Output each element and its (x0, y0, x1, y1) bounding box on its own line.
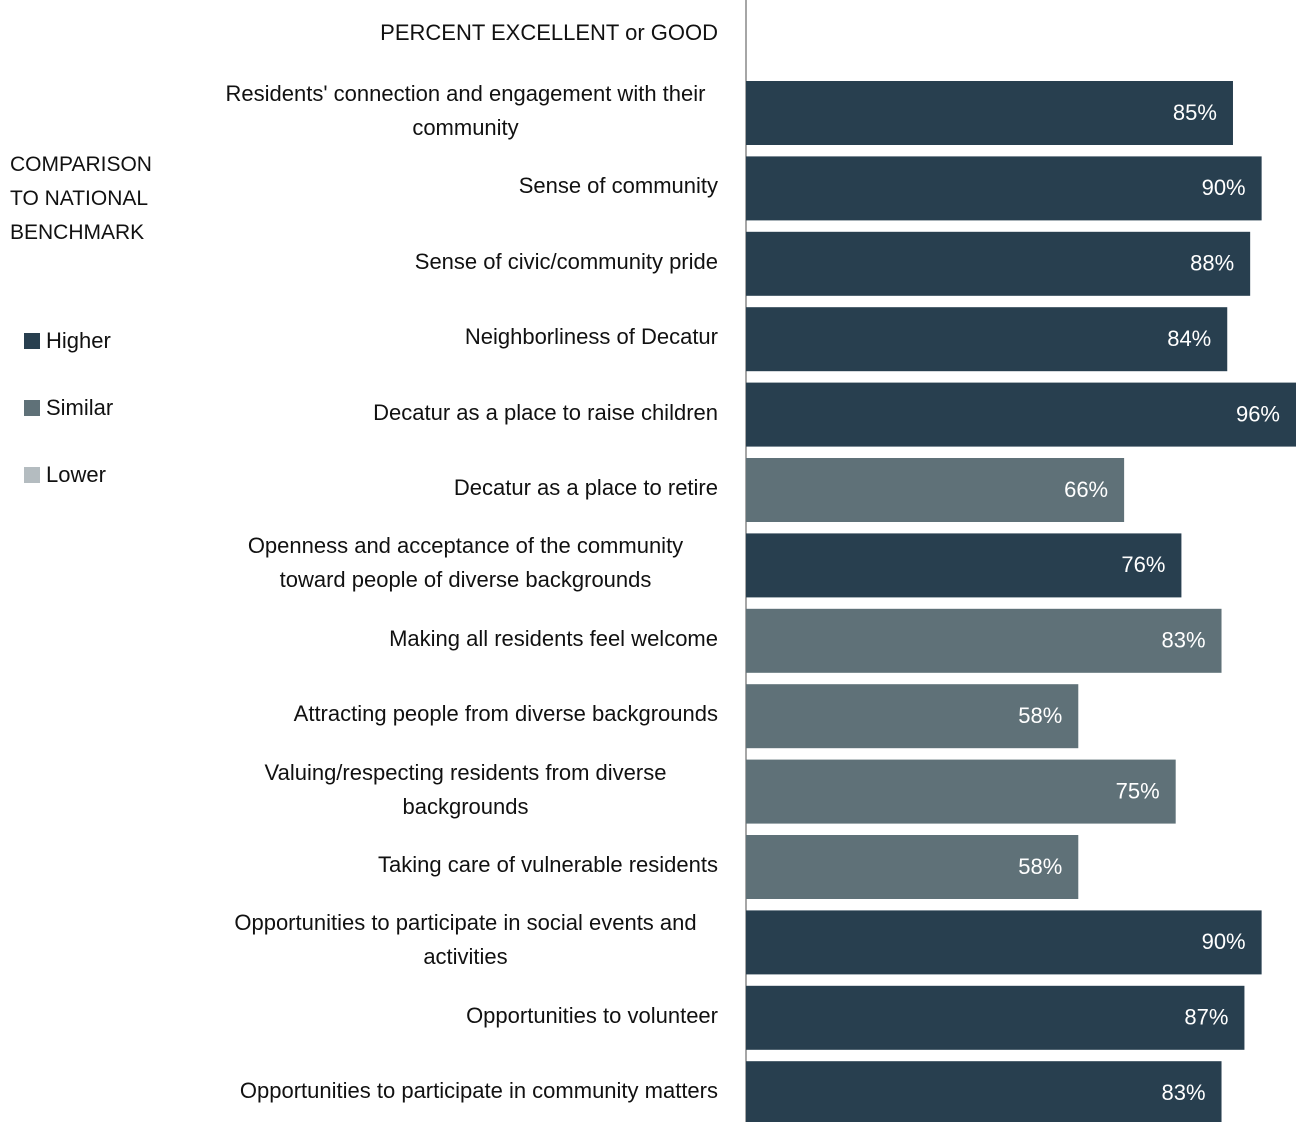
header: PERCENT EXCELLENT or GOOD (380, 20, 718, 45)
category-label: Sense of community (518, 173, 718, 199)
category-label: Residents' connection and engagement wit… (225, 81, 706, 140)
value-label: 90% (1202, 929, 1246, 954)
value-label: 76% (1121, 552, 1165, 577)
category-label: Opportunities to participate in communit… (239, 1078, 718, 1104)
category-label: Attracting people from diverse backgroun… (293, 701, 718, 727)
category-label: Sense of civic/community pride (414, 248, 718, 274)
category-label: Taking care of vulnerable residents (378, 852, 718, 877)
value-label: 75% (1116, 778, 1160, 803)
legend-swatch (24, 333, 40, 349)
bar (746, 81, 1233, 145)
category-label-box: Decatur as a place to retire (454, 453, 718, 523)
bar (746, 985, 1245, 1050)
value-label: 83% (1161, 628, 1205, 653)
category-label-box: Sense of civic/community pride (415, 227, 718, 297)
value-label: 88% (1190, 251, 1234, 276)
bar (746, 1061, 1222, 1122)
legend-swatch (24, 467, 40, 483)
legend-label: Lower (46, 462, 106, 487)
legend-swatch (24, 400, 40, 416)
category-label-box: Valuing/respecting residents from divers… (213, 755, 718, 825)
category-label: Valuing/respecting residents from divers… (264, 759, 667, 819)
category-label: Decatur as a place to raise children (373, 399, 718, 425)
value-label: 58% (1018, 703, 1062, 728)
category-label-box: Making all residents feel welcome (389, 604, 718, 674)
bar (746, 231, 1251, 296)
category-label-box: Opportunities to participate in communit… (240, 1056, 718, 1126)
category-label: Neighborliness of Decatur (464, 324, 718, 350)
bar (746, 759, 1176, 824)
category-label: Opportunities to participate in social e… (234, 910, 697, 970)
category-label-box: Openness and acceptance of the community… (213, 528, 718, 598)
value-label: 83% (1161, 1080, 1205, 1105)
category-label: Opportunities to volunteer (466, 1002, 718, 1028)
legend-label: Similar (46, 395, 114, 420)
value-label: 90% (1202, 175, 1246, 200)
bar (746, 156, 1262, 221)
bar (746, 910, 1262, 975)
bar (746, 307, 1228, 372)
legend-entry: Lower (24, 462, 106, 488)
category-label: Making all residents feel welcome (389, 625, 718, 651)
value-label: 87% (1184, 1005, 1228, 1030)
value-label: 84% (1167, 326, 1211, 351)
legend-title: COMPARISON TO NATIONAL BENCHMARK (10, 153, 152, 244)
category-label-box: Residents' connection and engagement wit… (213, 76, 718, 146)
category-label: Decatur as a place to retire (453, 475, 718, 500)
legend-entry: Similar (24, 395, 113, 421)
bar (746, 458, 1125, 522)
value-label: 96% (1236, 401, 1280, 426)
category-label-box: Neighborliness of Decatur (465, 302, 718, 372)
value-label: 85% (1173, 100, 1217, 125)
category-label-box: Taking care of vulnerable residents (378, 830, 718, 900)
category-label-box: Opportunities to volunteer (466, 981, 718, 1051)
category-label-box: Attracting people from diverse backgroun… (294, 679, 718, 749)
bar (746, 382, 1296, 447)
legend-entry: Higher (24, 328, 111, 354)
bar (746, 533, 1182, 598)
value-label: 58% (1018, 854, 1062, 879)
bar (746, 608, 1222, 673)
bar (746, 835, 1079, 899)
category-label: Openness and acceptance of the community… (247, 533, 684, 593)
category-label-box: Opportunities to participate in social e… (213, 905, 718, 975)
legend-label: Higher (46, 328, 111, 353)
bar (746, 684, 1079, 749)
category-label-box: Sense of community (519, 151, 718, 221)
value-label: 66% (1064, 477, 1108, 502)
category-label-box: Decatur as a place to raise children (373, 378, 718, 448)
